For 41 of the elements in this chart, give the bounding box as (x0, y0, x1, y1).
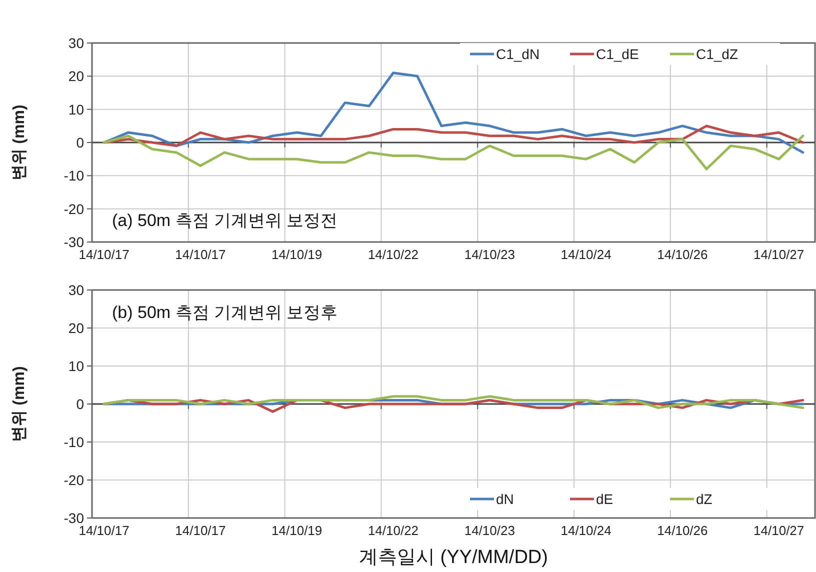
y-tick-label: -20 (64, 200, 84, 217)
y-tick-label: -30 (64, 234, 84, 250)
y-axis-title: 변위 (mm) (11, 104, 28, 180)
y-tick-label: -20 (64, 472, 84, 488)
x-tick-label: 14/10/23 (464, 247, 515, 262)
y-tick-label: -30 (64, 510, 84, 526)
x-tick-label: 14/10/22 (368, 523, 419, 538)
x-axis-title: 계측일시 (YY/MM/DD) (359, 547, 548, 568)
x-tick-label: 14/10/26 (657, 247, 708, 262)
legend-label: dZ (696, 491, 713, 507)
x-tick-label: 14/10/19 (272, 523, 322, 538)
x-tick-label: 14/10/24 (560, 247, 612, 262)
annotation: (b) 50m 측점 기계변위 보정후 (112, 303, 338, 322)
x-tick-label: 14/10/17 (175, 523, 226, 538)
x-tick-label: 14/10/22 (368, 247, 419, 262)
x-tick-label: 14/10/26 (657, 523, 708, 538)
legend-label: C1_dZ (696, 46, 738, 62)
y-tick-label: 10 (68, 101, 84, 118)
x-tick-label: 14/10/19 (272, 247, 322, 262)
legend-label: C1_dE (596, 46, 639, 62)
y-tick-label: 0 (76, 396, 84, 412)
legend-label: C1_dN (496, 46, 540, 62)
x-tick-label: 14/10/24 (560, 523, 612, 538)
y-axis-title: 변위 (mm) (11, 366, 28, 442)
y-tick-label: 30 (68, 35, 84, 51)
y-tick-label: -10 (64, 434, 84, 450)
x-tick-label: 14/10/23 (464, 523, 515, 538)
legend-label: dN (496, 491, 514, 507)
y-tick-label: 0 (76, 134, 84, 150)
y-tick-label: 30 (68, 282, 84, 298)
y-tick-label: 10 (68, 358, 84, 374)
x-tick-label: 14/10/27 (754, 523, 804, 538)
annotation: (a) 50m 측점 기계변위 보정전 (112, 211, 338, 230)
y-tick-label: -10 (64, 168, 84, 184)
y-tick-label: 20 (68, 68, 84, 84)
x-tick-label: 14/10/17 (78, 523, 130, 538)
legend-label: dE (596, 491, 614, 507)
x-tick-label: 14/10/17 (78, 247, 130, 262)
x-tick-label: 14/10/27 (754, 247, 804, 262)
y-tick-label: 20 (68, 320, 84, 336)
x-tick-label: 14/10/17 (175, 247, 226, 262)
